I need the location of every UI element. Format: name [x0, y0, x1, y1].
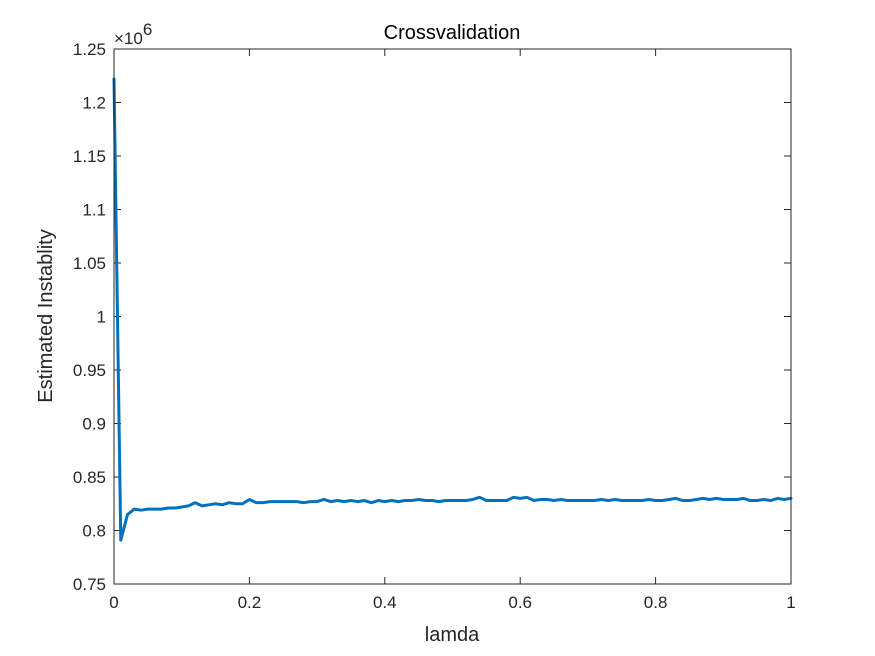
y-tick-label: 1.25 — [73, 40, 106, 59]
series-group — [112, 77, 793, 542]
y-tick-label: 1 — [97, 308, 106, 327]
x-tick-label: 0.4 — [373, 593, 397, 612]
x-tick-label: 0.8 — [644, 593, 668, 612]
y-exponent-label: ×106 — [114, 20, 152, 48]
x-tick-label: 1 — [786, 593, 795, 612]
x-tick-label: 0.2 — [238, 593, 262, 612]
axes-box — [113, 48, 792, 585]
y-tick-label: 0.9 — [82, 415, 106, 434]
y-tick-label: 1.2 — [82, 94, 106, 113]
y-tick-label: 0.95 — [73, 361, 106, 380]
chart-title: Crossvalidation — [384, 22, 521, 44]
x-axis-label: lamda — [425, 624, 480, 646]
y-exponent-base: ×10 — [114, 29, 143, 48]
x-tick-label: 0.6 — [508, 593, 532, 612]
y-axis-label: Estimated Instablity — [35, 229, 57, 402]
plot-area — [114, 49, 791, 584]
series-line — [112, 77, 793, 542]
y-tick-label: 0.75 — [73, 575, 106, 594]
x-tick-label: 0 — [109, 593, 118, 612]
y-exponent-power: 6 — [143, 20, 152, 39]
y-tick-label: 1.05 — [73, 254, 106, 273]
y-tick-label: 1.15 — [73, 147, 106, 166]
y-tick-label: 0.85 — [73, 468, 106, 487]
y-tick-label: 0.8 — [82, 522, 106, 541]
y-tick-label: 1.1 — [82, 201, 106, 220]
